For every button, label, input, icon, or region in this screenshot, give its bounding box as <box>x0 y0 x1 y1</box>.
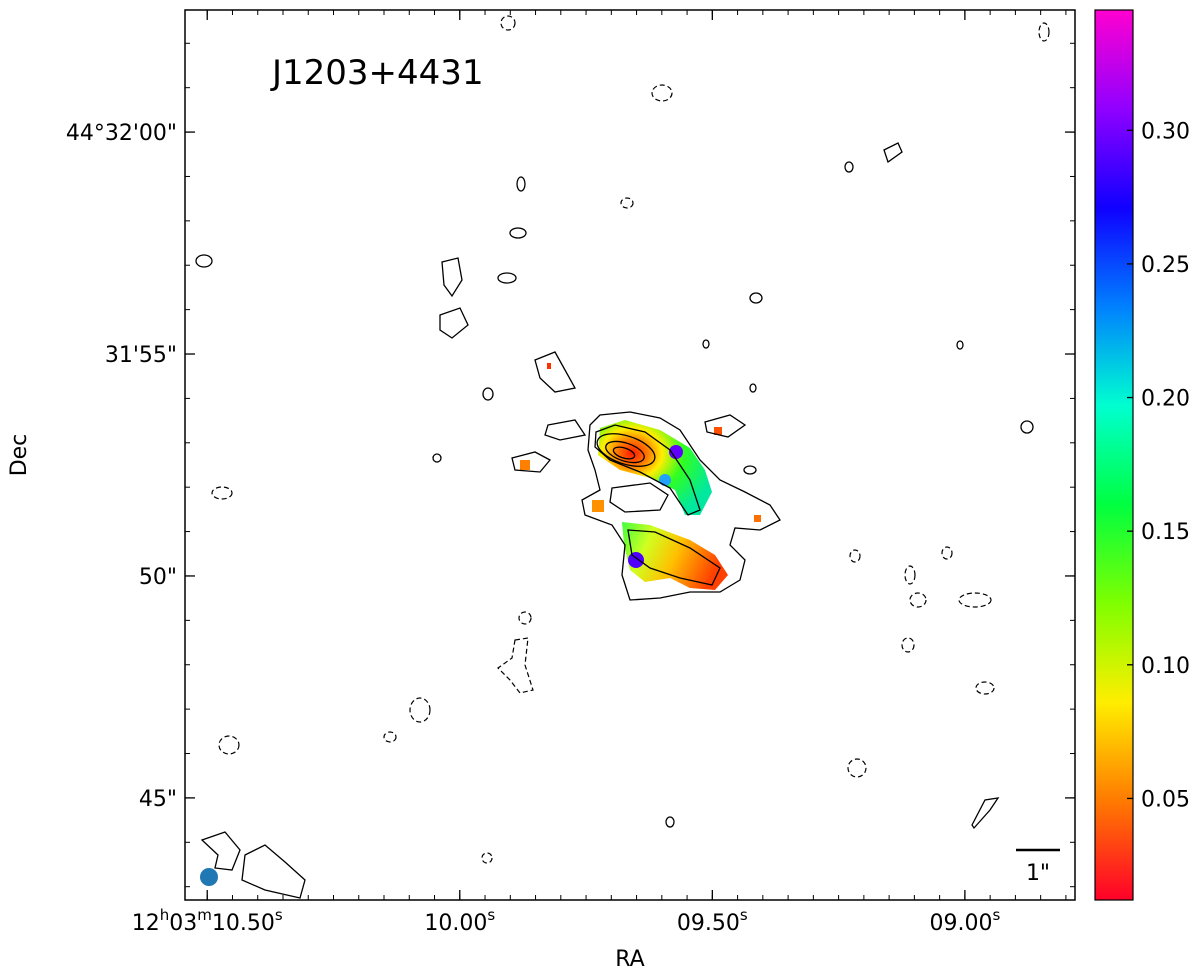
contour <box>516 176 526 192</box>
contour <box>200 831 241 871</box>
dashed-contour <box>904 565 916 585</box>
emission-spot <box>754 515 761 522</box>
plot-frame <box>184 9 1076 901</box>
x-tick-label: 12h03m10.50s <box>132 906 283 936</box>
emission-spot <box>659 474 671 486</box>
emission-north <box>598 420 712 515</box>
dashed-contour <box>901 637 915 653</box>
colorbar-tick-label: 0.10 <box>1141 654 1190 679</box>
emission-spot <box>592 500 604 512</box>
contour <box>704 414 747 438</box>
dashed-contour <box>1038 22 1050 42</box>
beam <box>200 868 218 886</box>
contour <box>581 411 781 601</box>
contour <box>612 446 636 460</box>
contour <box>439 307 469 339</box>
contour <box>482 387 494 401</box>
dashed-contour <box>651 84 673 102</box>
contour <box>749 383 757 393</box>
contour <box>743 465 757 475</box>
contour <box>432 453 442 463</box>
colorbar <box>1094 9 1134 901</box>
dashed-contour <box>975 681 995 695</box>
contour <box>509 227 527 239</box>
emission-spot <box>669 445 683 459</box>
contour <box>749 292 763 304</box>
colorbar-tick-label: 0.15 <box>1141 520 1190 545</box>
title: J1203+4431 <box>270 53 484 93</box>
colorbar-tick-label: 0.25 <box>1141 253 1190 278</box>
contour <box>534 351 577 393</box>
scale-bar-label: 1" <box>1026 861 1050 886</box>
colorbar-tick-label: 0.30 <box>1141 119 1190 144</box>
x-tick-label: 09.00s <box>929 906 1000 936</box>
dashed-contour <box>847 758 867 778</box>
y-tick-label: 50" <box>139 565 177 590</box>
contour <box>883 142 903 164</box>
contour <box>544 419 587 441</box>
y-axis-label: Dec <box>7 434 32 477</box>
dashed-contour <box>383 731 397 743</box>
dashed-contour <box>941 546 953 560</box>
contour <box>241 844 306 899</box>
emission-spot <box>714 427 722 435</box>
contour <box>605 440 645 464</box>
contour <box>844 161 854 173</box>
dashed-contour <box>620 197 634 209</box>
contour <box>511 451 552 473</box>
y-tick-label: 44°32'00" <box>66 121 177 146</box>
contour <box>497 272 517 284</box>
dashed-contour <box>211 486 233 500</box>
contour <box>971 797 1000 830</box>
dashed-contour <box>500 15 516 31</box>
contour <box>627 529 721 586</box>
dashed-contour <box>909 592 927 608</box>
dashed-contour <box>481 852 493 864</box>
dashed-contour <box>518 611 532 625</box>
contour <box>702 339 710 349</box>
dashed-contour <box>958 592 992 608</box>
emission-spot <box>520 460 530 470</box>
x-tick-label: 09.50s <box>677 906 748 936</box>
emission-south <box>622 522 728 590</box>
dashed-contour <box>218 735 240 755</box>
x-tick-label: 10.00s <box>424 906 495 936</box>
contour <box>441 257 463 298</box>
y-tick-label: 45" <box>139 787 177 812</box>
contour <box>1020 420 1034 434</box>
x-axis-label: RA <box>615 947 644 972</box>
contour <box>596 433 656 467</box>
dashed-contour <box>409 697 431 723</box>
contour <box>195 254 213 268</box>
contour <box>609 482 669 513</box>
map: 1" <box>195 15 1060 899</box>
contour <box>665 816 675 828</box>
emission-spot <box>547 363 551 369</box>
y-tick-label: 31'55" <box>105 343 177 368</box>
contour <box>956 340 964 350</box>
colorbar-tick-label: 0.20 <box>1141 387 1190 412</box>
emission-spot <box>628 552 644 568</box>
dashed-contour <box>849 549 861 563</box>
dashed-contour <box>497 637 534 694</box>
colorbar-tick-label: 0.05 <box>1141 787 1190 812</box>
contour <box>594 424 701 516</box>
